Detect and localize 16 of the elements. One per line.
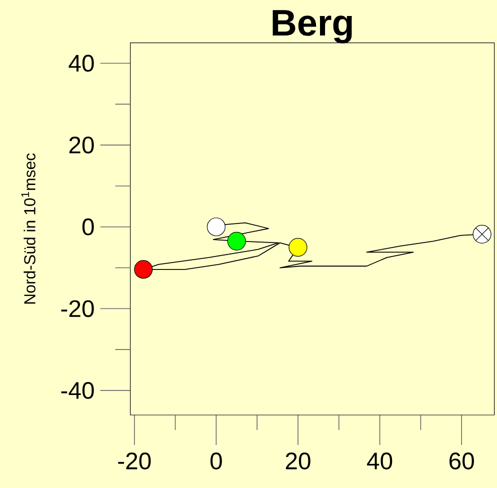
point [288, 238, 308, 257]
point [227, 232, 246, 250]
chart-title: Berg [272, 10, 352, 44]
y-tick-label: 0 [82, 218, 94, 236]
x-tick-label: 20 [286, 452, 310, 470]
point [472, 224, 492, 244]
point [134, 260, 153, 279]
x-tick-label: -20 [118, 452, 151, 470]
x-tick-label: 60 [450, 452, 474, 470]
y-tick-label: -40 [61, 382, 94, 399]
y-tick-label: 40 [68, 54, 94, 72]
y-tick-label: -20 [61, 300, 94, 318]
x-tick-label: 40 [367, 452, 392, 470]
y-tick-label: 20 [69, 136, 94, 154]
y-axis-title: Nord-Süd in 10$^{1}$msec [21, 153, 36, 304]
x-tick-label: 0 [210, 452, 222, 470]
